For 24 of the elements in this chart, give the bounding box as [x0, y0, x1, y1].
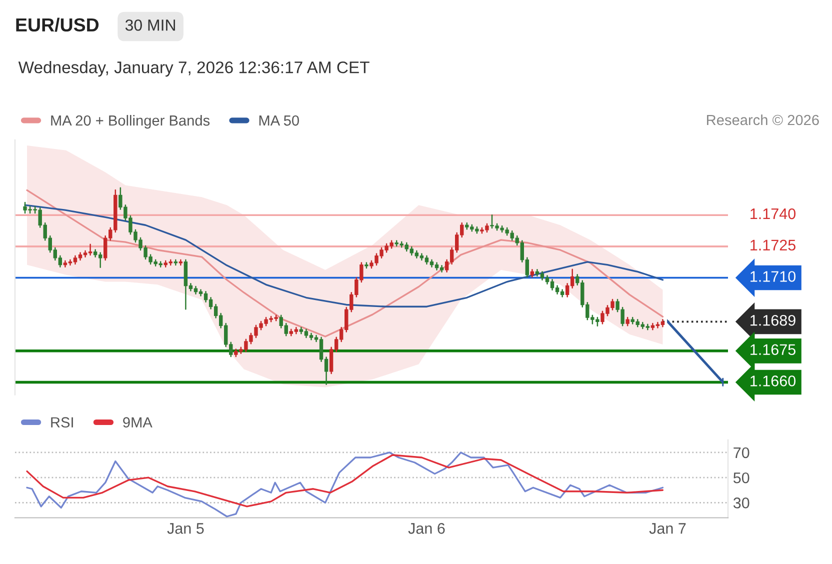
candlestick [174, 259, 178, 266]
legend-label: RSI [51, 417, 73, 428]
x-tick-label: Jan 6 [408, 523, 445, 534]
y-tick-label: 50 [733, 472, 750, 484]
candlestick [178, 259, 183, 266]
legend-label: MA 20 + Bollinger Bands [51, 114, 210, 129]
legend-label: MA 50 [259, 115, 299, 126]
y-tick-label: 70 [734, 447, 750, 458]
ref-line-label: 1.1740 [750, 208, 796, 220]
x-tick-label: Jan 5 [167, 523, 204, 534]
line-series [26, 454, 664, 508]
x-tick-label: Jan 7 [649, 523, 686, 534]
chart-title: EUR/USD [16, 18, 99, 32]
text: Research © 2026 [707, 114, 819, 126]
ref-line-label: 1.1660 [750, 376, 796, 386]
ref-line-label: 1.1689 [750, 314, 796, 326]
ref-line-label: 1.1725 [750, 240, 796, 251]
chart-subtitle: 30 MIN [125, 19, 175, 31]
legend-label: 9MA [123, 417, 152, 428]
ref-line-label: 1.1710 [750, 271, 796, 282]
ref-line-label: 1.1675 [750, 344, 796, 356]
y-tick-label: 30 [733, 498, 750, 508]
line-series [26, 452, 664, 518]
text: Wednesday, January 7, 2026 12:36:17 AM CET [18, 61, 370, 77]
